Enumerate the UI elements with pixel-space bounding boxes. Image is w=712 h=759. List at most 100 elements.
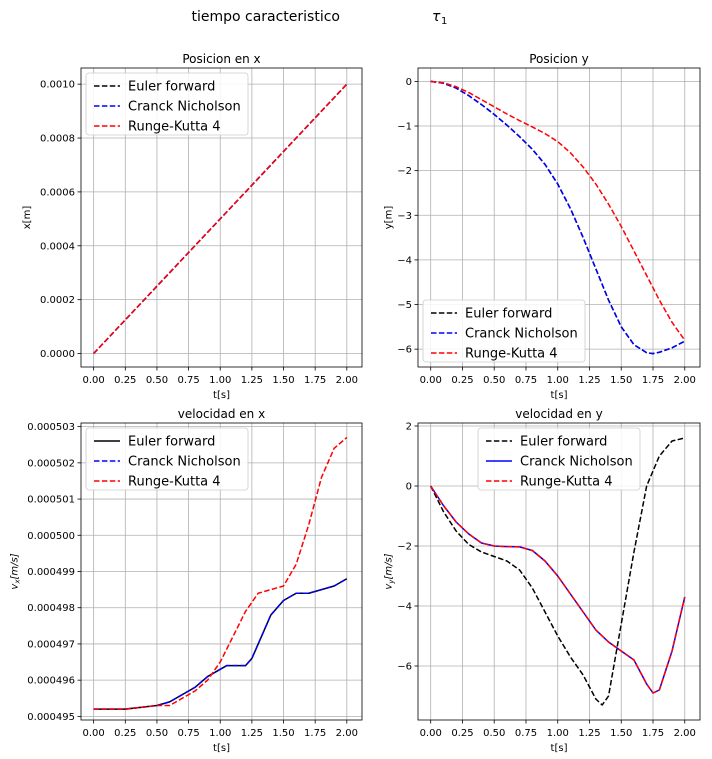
- x-tick-label: 0.50: [146, 728, 168, 739]
- y-tick-label: −4: [397, 602, 412, 613]
- y-tick-label: 0.000498: [27, 603, 75, 614]
- y-tick-label: 0.000496: [27, 676, 75, 687]
- y-tick-label: 0: [406, 482, 412, 493]
- legend-label: Runge-Kutta 4: [465, 347, 558, 362]
- x-tick-label: 0.00: [83, 375, 105, 386]
- x-tick-label: 1.25: [241, 728, 263, 739]
- legend-box: [422, 299, 586, 363]
- series-line-runge-kutta-4: [93, 436, 348, 710]
- y-tick-label: 0.0000: [40, 349, 75, 360]
- y-tick-label: −4: [397, 255, 412, 266]
- y-tick-label: 2: [406, 422, 412, 433]
- y-tick-label: 0.000501: [27, 495, 75, 506]
- plot-panel-3: 0.00 0.25 0.50 0.75 1.00 1.25 1.50 1.75 2.00 0.00…: [9, 407, 363, 754]
- y-axis-label: vy[m/s]: [384, 553, 396, 589]
- series-line-euler-forward: [430, 437, 685, 706]
- y-tick-label: 0.000502: [27, 458, 75, 469]
- legend-label: Cranck Nicholson: [128, 100, 241, 115]
- y-tick-label: −2: [397, 542, 412, 553]
- legend-box: [85, 427, 249, 491]
- x-tick-label: 1.75: [304, 728, 326, 739]
- x-tick-label: 1.75: [304, 375, 326, 386]
- x-tick-label: 1.75: [642, 728, 664, 739]
- y-axis-label-units: [m/s]: [384, 553, 395, 579]
- x-axis-label: t[s]: [213, 743, 230, 754]
- y-tick-label: −1: [397, 122, 412, 133]
- legend-label: Runge-Kutta 4: [128, 120, 221, 135]
- x-tick-label: 0.00: [420, 375, 442, 386]
- plot-panel-2: 0.00 0.25 0.50 0.75 1.00 1.25 1.50 1.75 2.00 0 −1 −…: [384, 52, 701, 401]
- legend: Euler forward Cranck Nicholson Runge-Kutta…: [477, 427, 641, 491]
- axes-frame: [417, 422, 701, 721]
- y-tick-label: −3: [397, 211, 412, 222]
- chart-title: velocidad en y: [515, 407, 602, 421]
- x-tick-label: 1.00: [209, 728, 231, 739]
- x-tick-label: 1.25: [578, 375, 600, 386]
- legend-label: Euler forward: [128, 435, 215, 450]
- x-tick-label: 0.50: [483, 728, 505, 739]
- y-axis-label-subscript: x: [13, 579, 21, 585]
- chart-title: Posicion en x: [182, 52, 260, 66]
- y-axis-label-symbol: v: [9, 583, 20, 590]
- x-tick-label: 2.00: [336, 728, 358, 739]
- y-tick-label: 0.000500: [27, 531, 75, 542]
- legend-label: Euler forward: [520, 435, 607, 450]
- x-tick-label: 1.50: [610, 375, 632, 386]
- figure-suptitle: tiempo caracteristico: [191, 9, 340, 25]
- y-tick-label: 0.000499: [27, 567, 75, 578]
- x-tick-label: 0.25: [114, 728, 136, 739]
- x-tick-label: 1.00: [547, 728, 569, 739]
- y-tick-label: −6: [397, 662, 412, 673]
- y-axis-label: x[m]: [22, 206, 33, 230]
- y-tick-label: −2: [397, 166, 412, 177]
- y-tick-label: 0.0010: [40, 80, 75, 91]
- legend-box: [85, 72, 249, 136]
- x-axis-label: t[s]: [551, 743, 568, 754]
- legend-label: Cranck Nicholson: [128, 455, 241, 470]
- x-tick-label: 1.50: [272, 728, 294, 739]
- legend-box: [477, 427, 641, 491]
- y-tick-label: 0.000495: [27, 712, 75, 723]
- series-line-cranck-nicholson: [430, 80, 686, 355]
- series-line-runge-kutta-4: [430, 80, 686, 341]
- y-tick-label: 0.0002: [40, 295, 75, 306]
- series-line-cranck-nicholson: [93, 578, 348, 710]
- chart-title: velocidad en x: [178, 407, 265, 421]
- chart-title: Posicion y: [529, 52, 589, 66]
- x-tick-label: 0.75: [177, 728, 199, 739]
- legend-label: Cranck Nicholson: [465, 327, 578, 342]
- x-tick-label: 1.25: [578, 728, 600, 739]
- figure-suptitle-symbol: τ: [432, 9, 441, 25]
- legend: Euler forward Cranck Nicholson Runge-Kutta…: [422, 299, 586, 363]
- legend-label: Runge-Kutta 4: [128, 475, 221, 490]
- x-tick-label: 0.75: [177, 375, 199, 386]
- x-tick-label: 0.75: [515, 375, 537, 386]
- x-tick-label: 1.50: [272, 375, 294, 386]
- axes-frame: [80, 67, 363, 368]
- y-tick-label: −6: [397, 345, 412, 356]
- series-line-runge-kutta-4: [93, 83, 348, 355]
- legend-label: Cranck Nicholson: [520, 455, 633, 470]
- x-tick-label: 0.00: [420, 728, 442, 739]
- legend-label: Runge-Kutta 4: [520, 475, 613, 490]
- x-tick-label: 1.75: [642, 375, 664, 386]
- axes-frame: [417, 67, 701, 368]
- y-tick-label: 0.000497: [27, 639, 75, 650]
- x-tick-label: 0.00: [83, 728, 105, 739]
- x-tick-label: 0.50: [146, 375, 168, 386]
- x-tick-label: 1.00: [209, 375, 231, 386]
- x-tick-label: 1.50: [610, 728, 632, 739]
- y-tick-label: −5: [397, 300, 412, 311]
- y-axis-label-units: [m/s]: [9, 553, 20, 579]
- plot-panel-4: 0.00 0.25 0.50 0.75 1.00 1.25 1.50 1.75 2.00 2 0 −2…: [384, 407, 701, 754]
- y-axis-label-symbol: v: [384, 583, 395, 590]
- y-tick-label: 0: [406, 77, 412, 88]
- series-line-runge-kutta-4: [430, 485, 686, 694]
- x-tick-label: 2.00: [674, 375, 696, 386]
- y-axis-label-subscript: y: [388, 579, 396, 585]
- y-tick-label: 0.000503: [27, 422, 75, 433]
- x-tick-label: 1.25: [241, 375, 263, 386]
- x-axis-label: t[s]: [551, 390, 568, 401]
- y-tick-label: 0.0004: [40, 241, 75, 252]
